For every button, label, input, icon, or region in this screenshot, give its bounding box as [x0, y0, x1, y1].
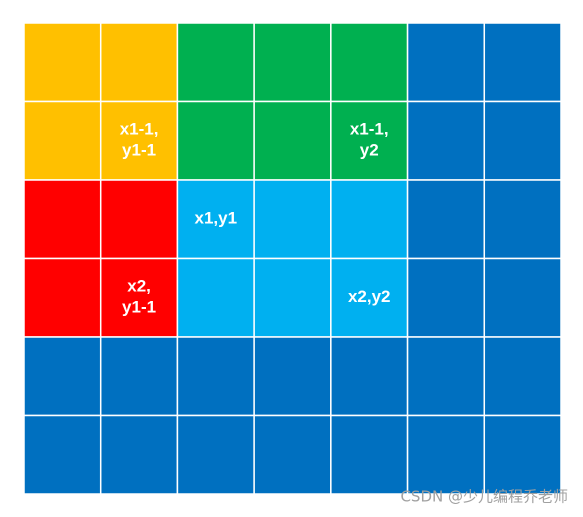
grid-cell: [176, 414, 255, 495]
grid-cell: [406, 100, 486, 181]
grid-cell: [99, 179, 179, 260]
grid-cell: [253, 100, 332, 181]
grid-cell: [483, 336, 562, 417]
cell-label: x1-1, y1-1: [120, 120, 159, 160]
grid-cell: [23, 22, 102, 103]
grid-cell: [176, 257, 255, 338]
grid-cell: [483, 414, 562, 495]
grid-cell: [23, 179, 102, 260]
grid-cell: [99, 100, 179, 181]
cell-label-line: y1-1: [122, 298, 156, 317]
cell-label-line: x1-1,: [120, 120, 159, 139]
cell-label: x2, y1-1: [122, 277, 156, 317]
grid-cell: [23, 336, 102, 417]
grid-cell: [253, 336, 332, 417]
grid-cell: [23, 100, 102, 181]
grid-cell: [483, 257, 562, 338]
cell-label-line: y1-1: [122, 141, 156, 160]
cell-label: x1-1, y2: [350, 120, 389, 160]
grid-cell: [483, 100, 562, 181]
grid-cell: [99, 22, 179, 103]
grid-cell: [99, 336, 179, 417]
grid-cell: [176, 336, 255, 417]
grid-cell: [330, 336, 409, 417]
grid-cell: [253, 22, 332, 103]
grid-cell: [253, 257, 332, 338]
watermark: CSDN @少儿编程乔老师: [400, 488, 568, 506]
cell-label-line: x2,: [127, 277, 151, 296]
grid-cell: [406, 414, 486, 495]
grid-cell: [330, 414, 409, 495]
grid-cell: [99, 414, 179, 495]
grid-cell: [253, 414, 332, 495]
grid-cell: [406, 22, 486, 103]
cell-label: x1,y1: [195, 209, 238, 228]
grid-cell: [406, 179, 486, 260]
grid-cell: [23, 414, 102, 495]
grid-cell: [483, 22, 562, 103]
cell-label-line: y2: [360, 141, 379, 160]
grid-cell: [406, 257, 486, 338]
grid-cell: [406, 336, 486, 417]
grid-cell: [330, 179, 409, 260]
grid-cell: [483, 179, 562, 260]
grid-cell: [330, 22, 409, 103]
cell-label-line: x1,y1: [195, 209, 238, 228]
grid-cell: [330, 100, 409, 181]
cell-label-line: x2,y2: [348, 287, 391, 306]
grid-cell: [176, 22, 255, 103]
grid-cell: [253, 179, 332, 260]
grid-cell: [176, 179, 255, 260]
grid-cell: [176, 100, 255, 181]
cell-label: x2,y2: [348, 287, 391, 306]
cell-label-line: x1-1,: [350, 120, 389, 139]
grid-cell: [23, 257, 102, 338]
